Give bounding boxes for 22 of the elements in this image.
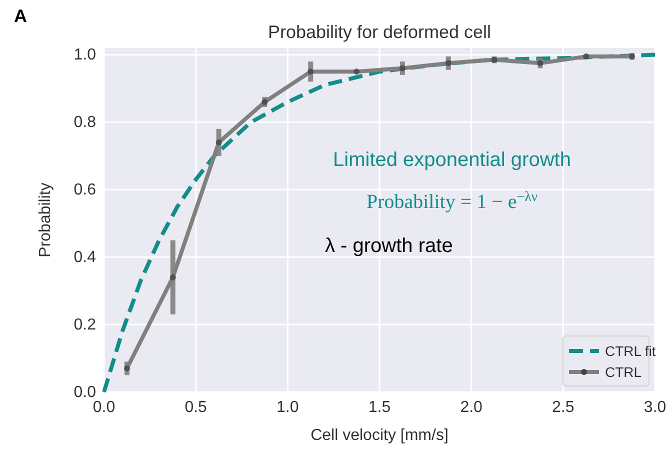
y-tick-label: 0.6 xyxy=(74,182,96,199)
y-tick-label: 0.8 xyxy=(74,114,96,132)
y-axis-title: Probability xyxy=(37,182,54,258)
x-tick-label: 3.0 xyxy=(644,399,666,416)
legend-label: CTRL xyxy=(605,364,642,380)
x-axis-title: Cell velocity [mm/s] xyxy=(310,427,448,444)
y-tick-label: 0.4 xyxy=(74,249,96,266)
x-tick-label: 1.5 xyxy=(368,399,391,416)
text: A xyxy=(14,6,27,26)
x-tick-label: 2.0 xyxy=(460,399,483,416)
annotation: Limited exponential growth xyxy=(333,149,571,171)
annotation: λ - growth rate xyxy=(325,235,453,257)
y-tick-label: 0.0 xyxy=(74,384,96,401)
y-tick-label: 1.0 xyxy=(74,46,96,64)
chart-title: Probability for deformed cell xyxy=(268,22,492,42)
x-tick-label: 1.0 xyxy=(276,399,299,416)
x-tick-label: 0.0 xyxy=(92,399,116,416)
y-tick-label: 0.2 xyxy=(74,316,96,334)
legend-label: CTRL fit xyxy=(605,343,656,359)
annotation: Probability = 1 − e$^{−λν}$ xyxy=(366,190,538,213)
x-tick-label: 2.5 xyxy=(552,399,574,416)
x-tick-label: 0.5 xyxy=(184,399,208,416)
